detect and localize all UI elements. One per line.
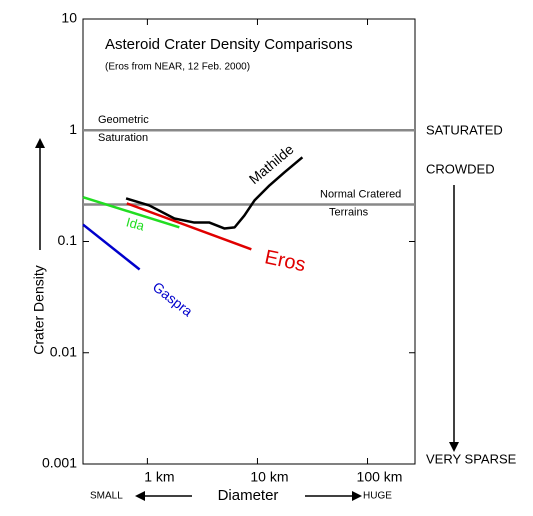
x-tick-label: 10 km <box>250 469 288 485</box>
right-label: SATURATED <box>426 122 503 137</box>
y-tick-label: 0.1 <box>58 232 78 248</box>
x-end-label: SMALL <box>90 491 123 502</box>
series-line <box>126 202 252 251</box>
series-label: Eros <box>263 246 308 276</box>
x-axis-label: Diameter <box>218 487 279 504</box>
series-line <box>125 156 304 230</box>
series-line <box>82 223 141 271</box>
y-axis-label: Crater Density <box>31 265 47 354</box>
y-tick-label: 0.01 <box>50 343 77 359</box>
y-tick-label: 1 <box>69 121 77 137</box>
series-label: Gaspra <box>150 279 196 320</box>
reference-label: Saturation <box>98 132 148 144</box>
series-label: Mathilde <box>246 141 297 187</box>
chart-title: Asteroid Crater Density Comparisons <box>105 36 353 53</box>
series-label: Ida <box>125 214 147 233</box>
y-tick-label: 10 <box>61 10 77 26</box>
x-end-label: HUGE <box>363 491 392 502</box>
plot-frame <box>82 18 416 465</box>
x-tick-label: 1 km <box>144 469 174 485</box>
right-label: VERY SPARSE <box>426 451 517 466</box>
x-tick-label: 100 km <box>357 469 403 485</box>
chart-subtitle: (Eros from NEAR, 12 Feb. 2000) <box>105 62 250 73</box>
reference-label: Geometric <box>98 114 149 126</box>
reference-label: Normal Cratered <box>320 188 401 200</box>
series-line <box>82 196 180 229</box>
reference-label: Terrains <box>329 206 369 218</box>
right-label: CROWDED <box>426 161 495 176</box>
y-tick-label: 0.001 <box>42 455 77 471</box>
